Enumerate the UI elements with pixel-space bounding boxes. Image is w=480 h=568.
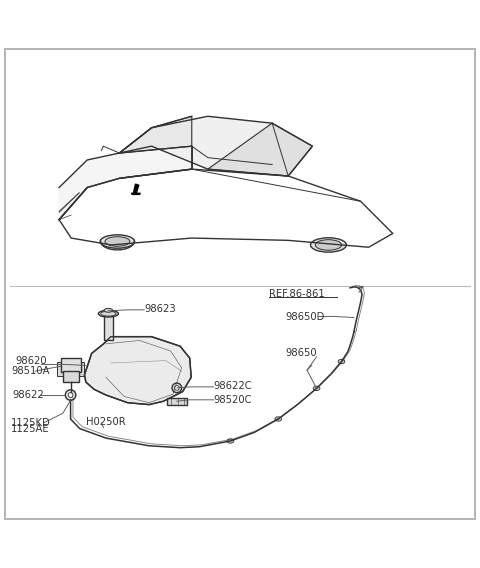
- Ellipse shape: [100, 235, 134, 248]
- Polygon shape: [59, 146, 192, 220]
- Ellipse shape: [311, 238, 347, 252]
- Text: REF.86-861: REF.86-861: [269, 289, 324, 299]
- Text: 1125KD: 1125KD: [11, 418, 51, 428]
- Text: 98510A: 98510A: [11, 366, 50, 376]
- Circle shape: [68, 392, 73, 398]
- Ellipse shape: [313, 386, 320, 390]
- Polygon shape: [133, 184, 139, 194]
- Ellipse shape: [98, 310, 119, 317]
- Polygon shape: [120, 116, 312, 176]
- Ellipse shape: [104, 308, 113, 312]
- Ellipse shape: [227, 439, 234, 443]
- Text: 98622C: 98622C: [214, 382, 252, 391]
- Text: 98622: 98622: [12, 390, 45, 400]
- Polygon shape: [167, 398, 187, 404]
- Polygon shape: [120, 116, 192, 153]
- Text: 98620: 98620: [15, 356, 47, 366]
- Polygon shape: [57, 362, 84, 376]
- Text: H0250R: H0250R: [86, 417, 125, 427]
- Circle shape: [172, 383, 181, 392]
- Text: 98520C: 98520C: [214, 395, 252, 405]
- Text: 98623: 98623: [144, 304, 176, 314]
- Polygon shape: [84, 337, 191, 404]
- Polygon shape: [132, 193, 140, 194]
- Circle shape: [65, 390, 76, 400]
- Ellipse shape: [315, 240, 342, 250]
- Text: 98650: 98650: [286, 348, 317, 358]
- Polygon shape: [104, 315, 113, 340]
- Text: 1125AE: 1125AE: [11, 424, 50, 435]
- Polygon shape: [208, 123, 312, 176]
- Ellipse shape: [105, 237, 130, 247]
- Ellipse shape: [275, 417, 282, 421]
- Polygon shape: [63, 371, 79, 382]
- Text: 98650D: 98650D: [286, 311, 325, 321]
- Ellipse shape: [338, 360, 345, 364]
- Polygon shape: [60, 358, 81, 372]
- Circle shape: [174, 386, 179, 390]
